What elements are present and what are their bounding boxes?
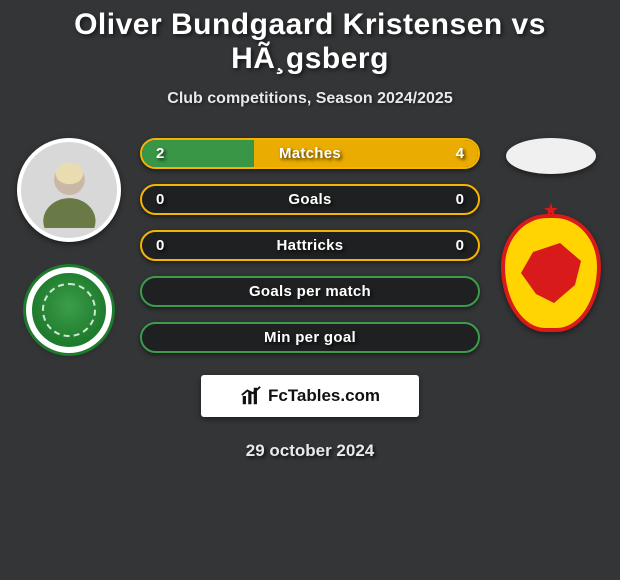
date-text: 29 october 2024 (0, 441, 620, 461)
avatar-placeholder-icon (31, 152, 108, 229)
stat-value-left: 0 (142, 186, 178, 213)
stat-label: Goals per match (142, 278, 478, 305)
stat-value-right: 0 (442, 232, 478, 259)
stat-bar: 0 0Goals (140, 184, 480, 215)
stat-label: Goals (142, 186, 478, 213)
page-title: Oliver Bundgaard Kristensen vs HÃ¸gsberg (0, 0, 620, 76)
comparison-panel: ★ 24Matches00Goals00HattricksGoals per m… (0, 138, 620, 461)
star-icon: ★ (543, 200, 559, 221)
stat-value-left: 0 (142, 232, 178, 259)
stat-value-left (142, 324, 170, 351)
stat-bar: Goals per match (140, 276, 480, 307)
stat-value-right (450, 324, 478, 351)
brand-label: FcTables.com (268, 386, 380, 406)
stat-value-right: 0 (442, 186, 478, 213)
viborg-badge-icon (26, 267, 112, 353)
brand-box: FcTables.com (201, 375, 419, 417)
lion-icon (521, 243, 581, 303)
stat-value-left: 2 (142, 140, 178, 167)
stats-bars: 24Matches00Goals00HattricksGoals per mat… (140, 138, 480, 353)
stat-value-right (450, 278, 478, 305)
left-club-badge (19, 260, 119, 360)
left-player-avatar (17, 138, 121, 242)
stat-value-left (142, 278, 170, 305)
stat-bar: 0 0Hattricks (140, 230, 480, 261)
left-column (0, 138, 130, 360)
right-column: ★ (490, 138, 620, 332)
right-club-badge: ★ (501, 214, 601, 332)
bar-chart-icon (240, 385, 262, 407)
stat-value-right: 4 (442, 140, 478, 167)
stat-label: Hattricks (142, 232, 478, 259)
stat-bar: 24Matches (140, 138, 480, 169)
stat-label: Min per goal (142, 324, 478, 351)
stat-bar: Min per goal (140, 322, 480, 353)
subtitle: Club competitions, Season 2024/2025 (0, 90, 620, 108)
right-player-avatar (506, 138, 596, 174)
